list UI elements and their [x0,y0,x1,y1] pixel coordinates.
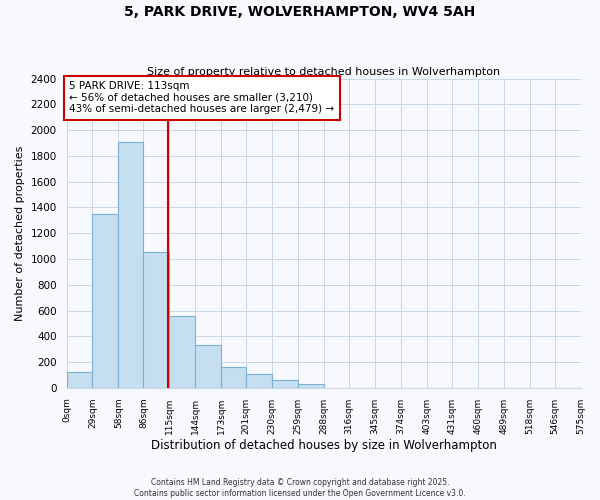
Text: Contains HM Land Registry data © Crown copyright and database right 2025.
Contai: Contains HM Land Registry data © Crown c… [134,478,466,498]
Bar [92,214,118,388]
Bar [67,372,92,388]
Bar [246,374,272,388]
Text: 5 PARK DRIVE: 113sqm
← 56% of detached houses are smaller (3,210)
43% of semi-de: 5 PARK DRIVE: 113sqm ← 56% of detached h… [69,81,334,114]
Bar [298,384,324,388]
X-axis label: Distribution of detached houses by size in Wolverhampton: Distribution of detached houses by size … [151,440,496,452]
Bar [272,380,298,388]
Bar [221,367,246,388]
Y-axis label: Number of detached properties: Number of detached properties [15,146,25,321]
Text: 5, PARK DRIVE, WOLVERHAMPTON, WV4 5AH: 5, PARK DRIVE, WOLVERHAMPTON, WV4 5AH [124,5,476,19]
Title: Size of property relative to detached houses in Wolverhampton: Size of property relative to detached ho… [147,66,500,76]
Bar [143,252,169,388]
Bar [195,344,221,388]
Bar [118,142,143,388]
Bar [169,316,195,388]
